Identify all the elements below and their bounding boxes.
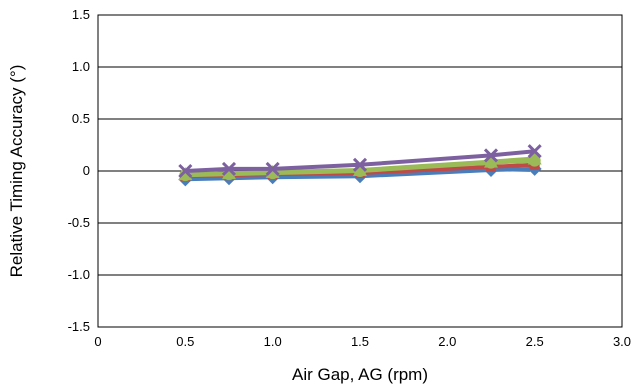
series-line [185,149,535,173]
data-point [221,161,237,176]
x-tick-label: 3.0 [613,334,631,349]
x-axis-title: Air Gap, AG (rpm) [292,365,428,384]
plot-area [97,14,623,328]
x-tick-label: 0.5 [176,334,194,349]
y-tick-label: 1.5 [72,7,90,22]
x-tick-label: 2.0 [438,334,456,349]
y-tick-label: -1.5 [68,319,90,334]
data-point [528,154,541,167]
series-5 [178,144,542,179]
x-tick-label: 1.5 [351,334,369,349]
y-tick-label: 0.5 [72,111,90,126]
x-tick-label: 0 [94,334,101,349]
y-tick-label: -1.0 [68,267,90,282]
series-line [185,166,535,182]
y-tick-label: 1.0 [72,59,90,74]
y-tick-label: 0 [83,163,90,178]
data-point [178,163,193,179]
series-layer [178,144,542,187]
data-point [265,161,280,176]
x-tick-label: 2.5 [526,334,544,349]
data-point [527,144,542,159]
data-point [483,148,499,163]
tick-labels: 1.5 1.0 0.5 0 -0.5 -1.0 -1.5 0 0.5 1.0 1.5 2.0 2.5 3.… [68,7,631,349]
series-line [185,158,535,178]
x-tick-label: 1.0 [264,334,282,349]
data-point [352,157,368,172]
y-axis-title: Relative Timing Accuracy (°) [7,65,26,278]
y-tick-label: -0.5 [68,215,90,230]
